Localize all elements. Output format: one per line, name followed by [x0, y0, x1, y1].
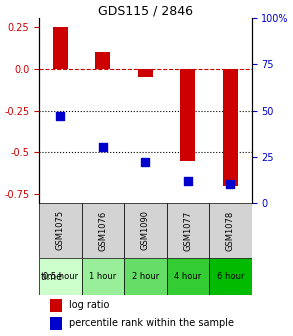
FancyBboxPatch shape	[124, 258, 167, 295]
Bar	[50, 317, 62, 330]
Text: GSM1077: GSM1077	[183, 210, 192, 251]
Point	[58, 113, 63, 119]
Bar	[50, 299, 62, 311]
Text: GSM1075: GSM1075	[56, 210, 65, 250]
Text: 0.5 hour: 0.5 hour	[43, 272, 78, 281]
Point	[100, 145, 105, 150]
Bar	[53, 27, 68, 69]
FancyBboxPatch shape	[124, 203, 167, 258]
Point	[143, 160, 148, 165]
Bar	[180, 69, 195, 161]
Text: 1 hour: 1 hour	[89, 272, 116, 281]
Text: GSM1076: GSM1076	[98, 210, 107, 251]
FancyBboxPatch shape	[209, 258, 252, 295]
Title: GDS115 / 2846: GDS115 / 2846	[98, 4, 193, 17]
Bar	[223, 69, 238, 186]
Text: 2 hour: 2 hour	[132, 272, 159, 281]
FancyBboxPatch shape	[167, 258, 209, 295]
Text: time: time	[41, 271, 63, 282]
FancyBboxPatch shape	[81, 258, 124, 295]
FancyBboxPatch shape	[81, 203, 124, 258]
FancyBboxPatch shape	[167, 203, 209, 258]
Point	[228, 182, 233, 187]
Bar	[95, 52, 110, 69]
FancyBboxPatch shape	[39, 203, 81, 258]
Text: percentile rank within the sample: percentile rank within the sample	[69, 318, 234, 328]
Text: GSM1090: GSM1090	[141, 210, 150, 250]
Bar	[138, 69, 153, 77]
Text: GSM1078: GSM1078	[226, 210, 235, 251]
FancyBboxPatch shape	[209, 203, 252, 258]
Text: 6 hour: 6 hour	[217, 272, 244, 281]
Text: log ratio: log ratio	[69, 300, 109, 310]
Text: 4 hour: 4 hour	[174, 272, 202, 281]
FancyBboxPatch shape	[39, 258, 81, 295]
Point	[185, 178, 190, 183]
